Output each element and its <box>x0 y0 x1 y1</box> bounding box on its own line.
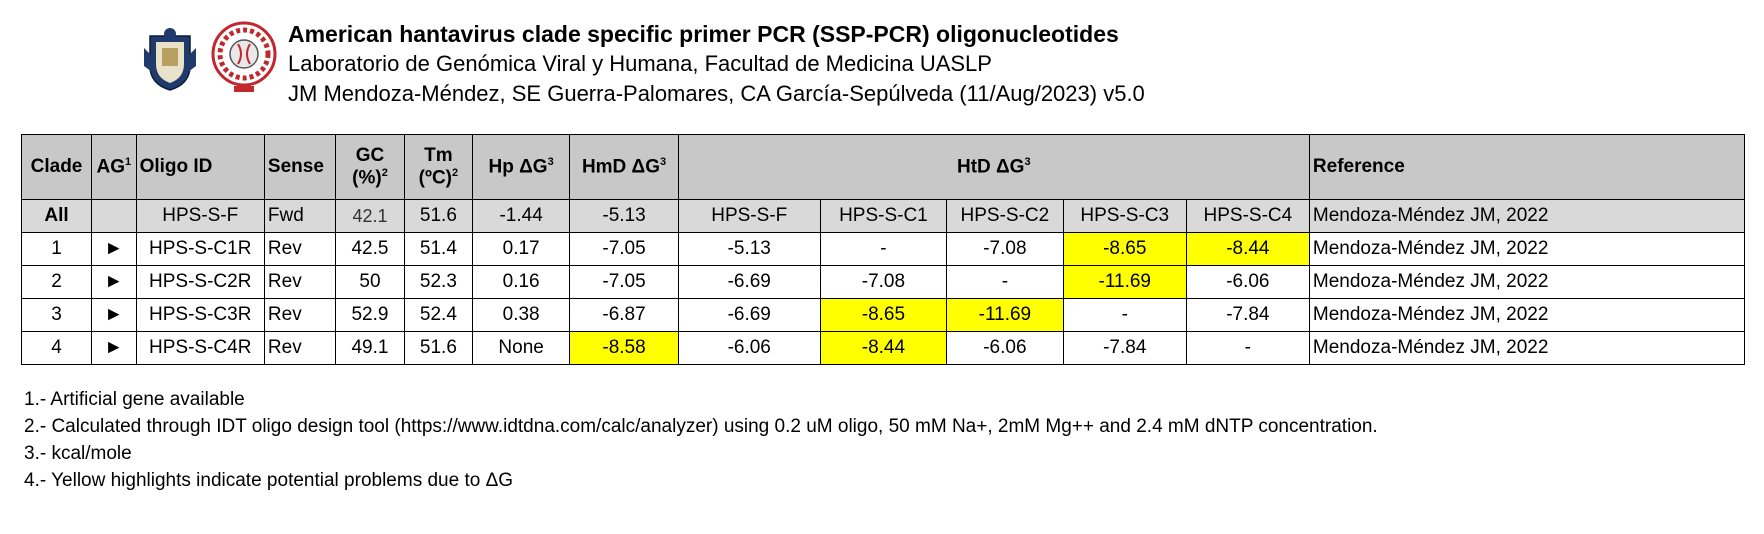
document-header: American hantavirus clade specific prime… <box>288 19 1145 109</box>
cell-ag: ► <box>91 298 137 332</box>
cell-sense: Rev <box>263 331 337 365</box>
cell-sense: Rev <box>263 232 337 266</box>
table-row: 2 ► HPS-S-C2R Rev 50 52.3 0.16 -7.05 -6.… <box>20 265 1746 299</box>
cell-htd-dg: - <box>1062 298 1187 332</box>
cell-gc: 52.9 <box>335 298 405 332</box>
table-header-row: Clade AG1 Oligo ID Sense GC (%)2 Tm (ºC)2 … <box>20 134 1746 200</box>
cell-reference: Mendoza-Méndez JM, 2022 <box>1308 199 1746 233</box>
table-row: 3 ► HPS-S-C3R Rev 52.9 52.4 0.38 -6.87 -… <box>20 298 1746 332</box>
table-row: 1 ► HPS-S-C1R Rev 42.5 51.4 0.17 -7.05 -… <box>20 232 1746 266</box>
document-title: American hantavirus clade specific prime… <box>288 21 1119 47</box>
cell-reference: Mendoza-Méndez JM, 2022 <box>1308 331 1746 365</box>
cell-htd-dg: -7.84 <box>1185 298 1310 332</box>
university-crest-logo <box>144 28 196 91</box>
cell-tm: 52.4 <box>403 298 473 332</box>
header-clade: Clade <box>20 134 93 200</box>
cell-hmd-dg: -7.05 <box>569 232 679 266</box>
cell-oligo-id: HPS-S-C3R <box>135 298 265 332</box>
cell-ag: ► <box>91 265 137 299</box>
header-gc: GC (%)2 <box>335 134 405 200</box>
cell-hp-dg: 0.16 <box>471 265 571 299</box>
footnotes: 1.- Artificial gene available 2.- Calcul… <box>24 386 1378 494</box>
cell-hmd-dg: -5.13 <box>569 199 679 233</box>
header-hp-dg: Hp ΔG3 <box>471 134 571 200</box>
cell-oligo-id: HPS-S-F <box>135 199 265 233</box>
cell-reference: Mendoza-Méndez JM, 2022 <box>1308 265 1746 299</box>
cell-htd-dg: - <box>1185 331 1310 365</box>
header-reference: Reference <box>1308 134 1746 200</box>
cell-hp-dg: 0.17 <box>471 232 571 266</box>
cell-clade: 3 <box>20 298 93 332</box>
cell-htd-dg-highlighted: -11.69 <box>946 298 1064 332</box>
faculty-seal-logo <box>211 21 277 92</box>
cell-clade: 2 <box>20 265 93 299</box>
header-oligo-id: Oligo ID <box>135 134 265 200</box>
cell-reference: Mendoza-Méndez JM, 2022 <box>1308 232 1746 266</box>
header-tm: Tm (ºC)2 <box>403 134 473 200</box>
table-row: 4 ► HPS-S-C4R Rev 49.1 51.6 None -8.58 -… <box>20 331 1746 365</box>
cell-htd-dg: -7.08 <box>946 232 1064 266</box>
cell-htd-header: HPS-S-F <box>677 199 821 233</box>
cell-hp-dg: 0.38 <box>471 298 571 332</box>
cell-tm: 51.4 <box>403 232 473 266</box>
cell-sense: Rev <box>263 298 337 332</box>
cell-clade: 4 <box>20 331 93 365</box>
cell-oligo-id: HPS-S-C2R <box>135 265 265 299</box>
header-ag: AG1 <box>91 134 137 200</box>
cell-htd-dg-highlighted: -8.65 <box>1062 232 1187 266</box>
footnote: 2.- Calculated through IDT oligo design … <box>24 416 1378 437</box>
cell-hp-dg: None <box>471 331 571 365</box>
cell-tm: 51.6 <box>403 199 473 233</box>
cell-hp-dg: -1.44 <box>471 199 571 233</box>
cell-htd-dg-highlighted: -8.44 <box>819 331 948 365</box>
cell-htd-header: HPS-S-C4 <box>1185 199 1310 233</box>
cell-oligo-id: HPS-S-C1R <box>135 232 265 266</box>
lab-name: Laboratorio de Genómica Viral y Humana, … <box>288 51 992 76</box>
cell-gc: 49.1 <box>335 331 405 365</box>
cell-htd-header: HPS-S-C1 <box>819 199 948 233</box>
cell-htd-dg: -6.69 <box>677 265 821 299</box>
cell-clade: All <box>20 199 93 233</box>
cell-htd-header: HPS-S-C2 <box>946 199 1064 233</box>
cell-htd-dg-highlighted: -8.65 <box>819 298 948 332</box>
cell-sense: Rev <box>263 265 337 299</box>
cell-ag <box>91 199 137 233</box>
header-htd-dg: HtD ΔG3 <box>677 134 1310 200</box>
cell-htd-dg: -6.06 <box>946 331 1064 365</box>
header-sense: Sense <box>263 134 337 200</box>
cell-ag: ► <box>91 331 137 365</box>
cell-htd-dg: -7.84 <box>1062 331 1187 365</box>
cell-gc: 42.1 <box>335 199 405 233</box>
cell-htd-dg: -7.08 <box>819 265 948 299</box>
cell-gc: 50 <box>335 265 405 299</box>
footnote: 3.- kcal/mole <box>24 443 132 464</box>
cell-htd-dg: - <box>819 232 948 266</box>
cell-htd-dg-highlighted: -11.69 <box>1062 265 1187 299</box>
cell-hmd-dg: -6.87 <box>569 298 679 332</box>
cell-htd-dg: -5.13 <box>677 232 821 266</box>
footnote: 4.- Yellow highlights indicate potential… <box>24 470 514 491</box>
cell-htd-dg: - <box>946 265 1064 299</box>
cell-hmd-dg: -7.05 <box>569 265 679 299</box>
primer-table: Clade AG1 Oligo ID Sense GC (%)2 Tm (ºC)2 … <box>20 134 1746 365</box>
cell-clade: 1 <box>20 232 93 266</box>
cell-gc: 42.5 <box>335 232 405 266</box>
cell-htd-dg-highlighted: -8.44 <box>1185 232 1310 266</box>
cell-htd-header: HPS-S-C3 <box>1062 199 1187 233</box>
cell-hmd-dg-highlighted: -8.58 <box>569 331 679 365</box>
footnote: 1.- Artificial gene available <box>24 389 245 410</box>
cell-htd-dg: -6.06 <box>677 331 821 365</box>
header-hmd-dg: HmD ΔG3 <box>569 134 679 200</box>
cell-htd-dg: -6.06 <box>1185 265 1310 299</box>
cell-tm: 51.6 <box>403 331 473 365</box>
authors-line: JM Mendoza-Méndez, SE Guerra-Palomares, … <box>288 81 1145 106</box>
cell-reference: Mendoza-Méndez JM, 2022 <box>1308 298 1746 332</box>
cell-tm: 52.3 <box>403 265 473 299</box>
cell-oligo-id: HPS-S-C4R <box>135 331 265 365</box>
cell-htd-dg: -6.69 <box>677 298 821 332</box>
cell-sense: Fwd <box>263 199 337 233</box>
table-row-all: All HPS-S-F Fwd 42.1 51.6 -1.44 -5.13 HP… <box>20 199 1746 233</box>
cell-ag: ► <box>91 232 137 266</box>
